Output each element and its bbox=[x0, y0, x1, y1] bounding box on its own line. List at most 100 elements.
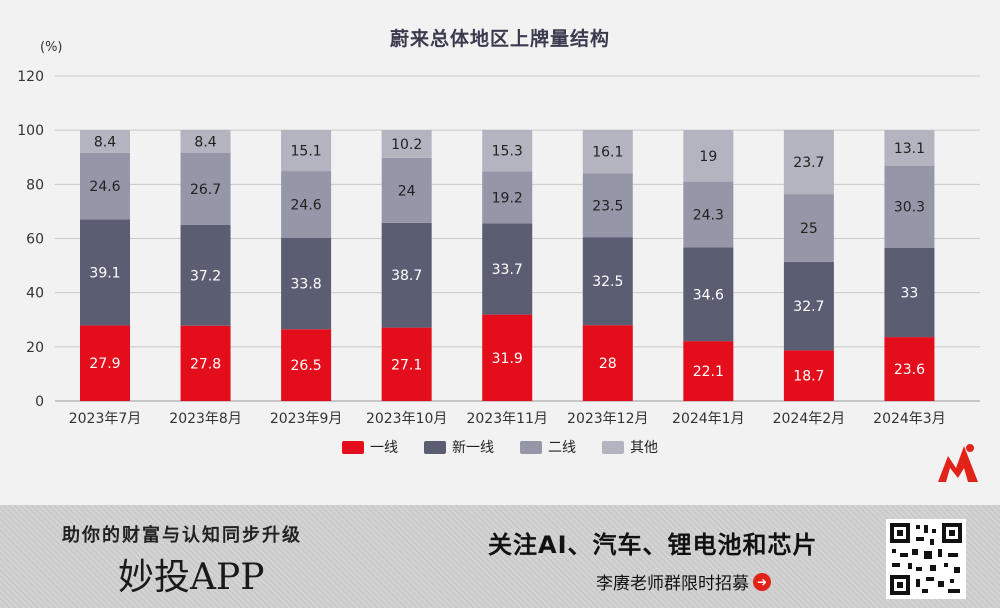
bar-segment bbox=[683, 341, 734, 401]
legend-swatch bbox=[602, 440, 624, 454]
data-label: 33 bbox=[901, 285, 919, 301]
chart-title: 蔚来总体地区上牌量结构 bbox=[389, 28, 610, 50]
bar-segment bbox=[884, 247, 935, 338]
data-label: 13.1 bbox=[894, 141, 925, 157]
bar-segment bbox=[783, 261, 834, 351]
bar-segment bbox=[683, 181, 734, 248]
bar-segment bbox=[80, 130, 130, 153]
bar-segment bbox=[482, 129, 533, 172]
right-arrow-icon[interactable]: ➜ bbox=[753, 572, 771, 591]
data-label: 24.3 bbox=[693, 208, 724, 224]
data-label: 31.9 bbox=[492, 351, 523, 367]
legend-swatch bbox=[520, 440, 542, 454]
data-label: 8.4 bbox=[194, 134, 216, 150]
y-tick-label: 20 bbox=[26, 340, 44, 356]
bar-segment bbox=[180, 152, 231, 225]
banner-headline: 关注AI、汽车、锂电池和芯片 bbox=[488, 531, 818, 559]
x-tick-label: 2024年2月 bbox=[773, 411, 846, 427]
data-label: 19.2 bbox=[492, 190, 523, 206]
bar-segment bbox=[180, 129, 231, 153]
chart-legend: 一线 新一线 二线 其他 bbox=[0, 437, 1000, 457]
bar-segment bbox=[281, 130, 332, 172]
y-tick-label: 0 bbox=[35, 394, 44, 410]
bar-segment bbox=[582, 173, 633, 238]
data-label: 15.3 bbox=[492, 144, 523, 160]
bar-segment bbox=[482, 223, 533, 315]
qr-code bbox=[886, 519, 966, 599]
data-label: 24.6 bbox=[89, 179, 120, 195]
bar-segment bbox=[180, 224, 231, 326]
legend-label: 其他 bbox=[630, 440, 658, 456]
bar-segment bbox=[683, 130, 734, 182]
bar-segment bbox=[381, 157, 432, 223]
bar-segment bbox=[80, 152, 130, 220]
legend-item: 二线 bbox=[520, 437, 576, 457]
y-tick-label: 120 bbox=[17, 69, 44, 85]
bar-segment bbox=[884, 337, 935, 401]
data-label: 33.8 bbox=[291, 276, 322, 292]
bar-segment bbox=[482, 314, 533, 401]
bar-segment bbox=[281, 171, 332, 238]
banner-subline-text: 李赓老师群限时招募 bbox=[596, 574, 749, 594]
bar-segment bbox=[582, 325, 633, 401]
data-label: 16.1 bbox=[592, 145, 623, 161]
bar-segment bbox=[884, 165, 935, 248]
data-label: 32.5 bbox=[592, 274, 623, 290]
data-label: 26.7 bbox=[190, 182, 221, 198]
data-label: 32.7 bbox=[793, 299, 824, 315]
x-tick-label: 2023年12月 bbox=[567, 411, 648, 427]
legend-swatch bbox=[424, 440, 446, 454]
bar-segment bbox=[80, 219, 130, 326]
y-tick-label: 100 bbox=[17, 123, 44, 139]
data-label: 24 bbox=[398, 183, 416, 199]
data-label: 8.4 bbox=[94, 135, 116, 151]
y-axis-unit: (%) bbox=[40, 40, 63, 55]
legend-label: 二线 bbox=[548, 440, 576, 456]
data-label: 25 bbox=[800, 221, 818, 237]
data-label: 30.3 bbox=[894, 200, 925, 216]
data-label: 24.6 bbox=[291, 197, 322, 213]
bar-segment bbox=[582, 237, 633, 326]
legend-item: 一线 bbox=[342, 437, 398, 457]
legend-item: 其他 bbox=[602, 437, 658, 457]
data-label: 26.5 bbox=[291, 358, 322, 374]
data-label: 10.2 bbox=[391, 137, 422, 153]
bar-segment bbox=[683, 247, 734, 342]
x-tick-label: 2023年10月 bbox=[366, 411, 447, 427]
x-tick-label: 2023年9月 bbox=[270, 411, 343, 427]
bar-segment bbox=[482, 171, 533, 224]
bar-segment bbox=[381, 130, 432, 158]
brand-logo bbox=[938, 444, 978, 482]
x-tick-label: 2023年7月 bbox=[69, 411, 142, 427]
x-tick-label: 2024年1月 bbox=[672, 411, 745, 427]
data-label: 27.1 bbox=[391, 357, 422, 373]
x-tick-label: 2023年11月 bbox=[466, 411, 547, 427]
promo-banner[interactable]: 助你的财富与认知同步升级 妙投APP 关注AI、汽车、锂电池和芯片 李赓老师群限… bbox=[0, 505, 1000, 608]
data-label: 27.9 bbox=[89, 356, 120, 372]
stacked-bar-chart: 0 20 40 60 80 100 120 27.9 39.1 24.6 8.4 2023年7月 27.… bbox=[17, 69, 980, 427]
legend-label: 新一线 bbox=[452, 440, 494, 456]
x-tick-label: 2023年8月 bbox=[169, 411, 242, 427]
data-label: 28 bbox=[599, 356, 617, 372]
banner-subline[interactable]: 李赓老师群限时招募 ➜ bbox=[596, 569, 771, 594]
y-tick-label: 60 bbox=[26, 232, 44, 248]
bar-segment bbox=[783, 194, 834, 262]
data-label: 38.7 bbox=[391, 268, 422, 284]
data-label: 34.6 bbox=[693, 287, 724, 303]
legend-item: 新一线 bbox=[424, 437, 494, 457]
bar-segment bbox=[783, 129, 834, 195]
y-tick-label: 40 bbox=[26, 286, 44, 302]
y-tick-label: 80 bbox=[26, 177, 44, 193]
data-label: 39.1 bbox=[89, 265, 120, 281]
bar-segment bbox=[884, 130, 935, 166]
bar-segment bbox=[80, 325, 130, 401]
data-label: 33.7 bbox=[492, 262, 523, 278]
data-label: 27.8 bbox=[190, 356, 221, 372]
x-tick-label: 2024年3月 bbox=[873, 411, 946, 427]
banner-slogan: 助你的财富与认知同步升级 bbox=[62, 525, 302, 546]
bar-segment bbox=[281, 237, 332, 330]
bar-segment bbox=[180, 325, 231, 401]
legend-swatch bbox=[342, 440, 364, 454]
legend-label: 一线 bbox=[370, 440, 398, 456]
chart-area: 0 20 40 60 80 100 120 27.9 39.1 24.6 8.4 2023年7月 27.… bbox=[0, 28, 1000, 482]
